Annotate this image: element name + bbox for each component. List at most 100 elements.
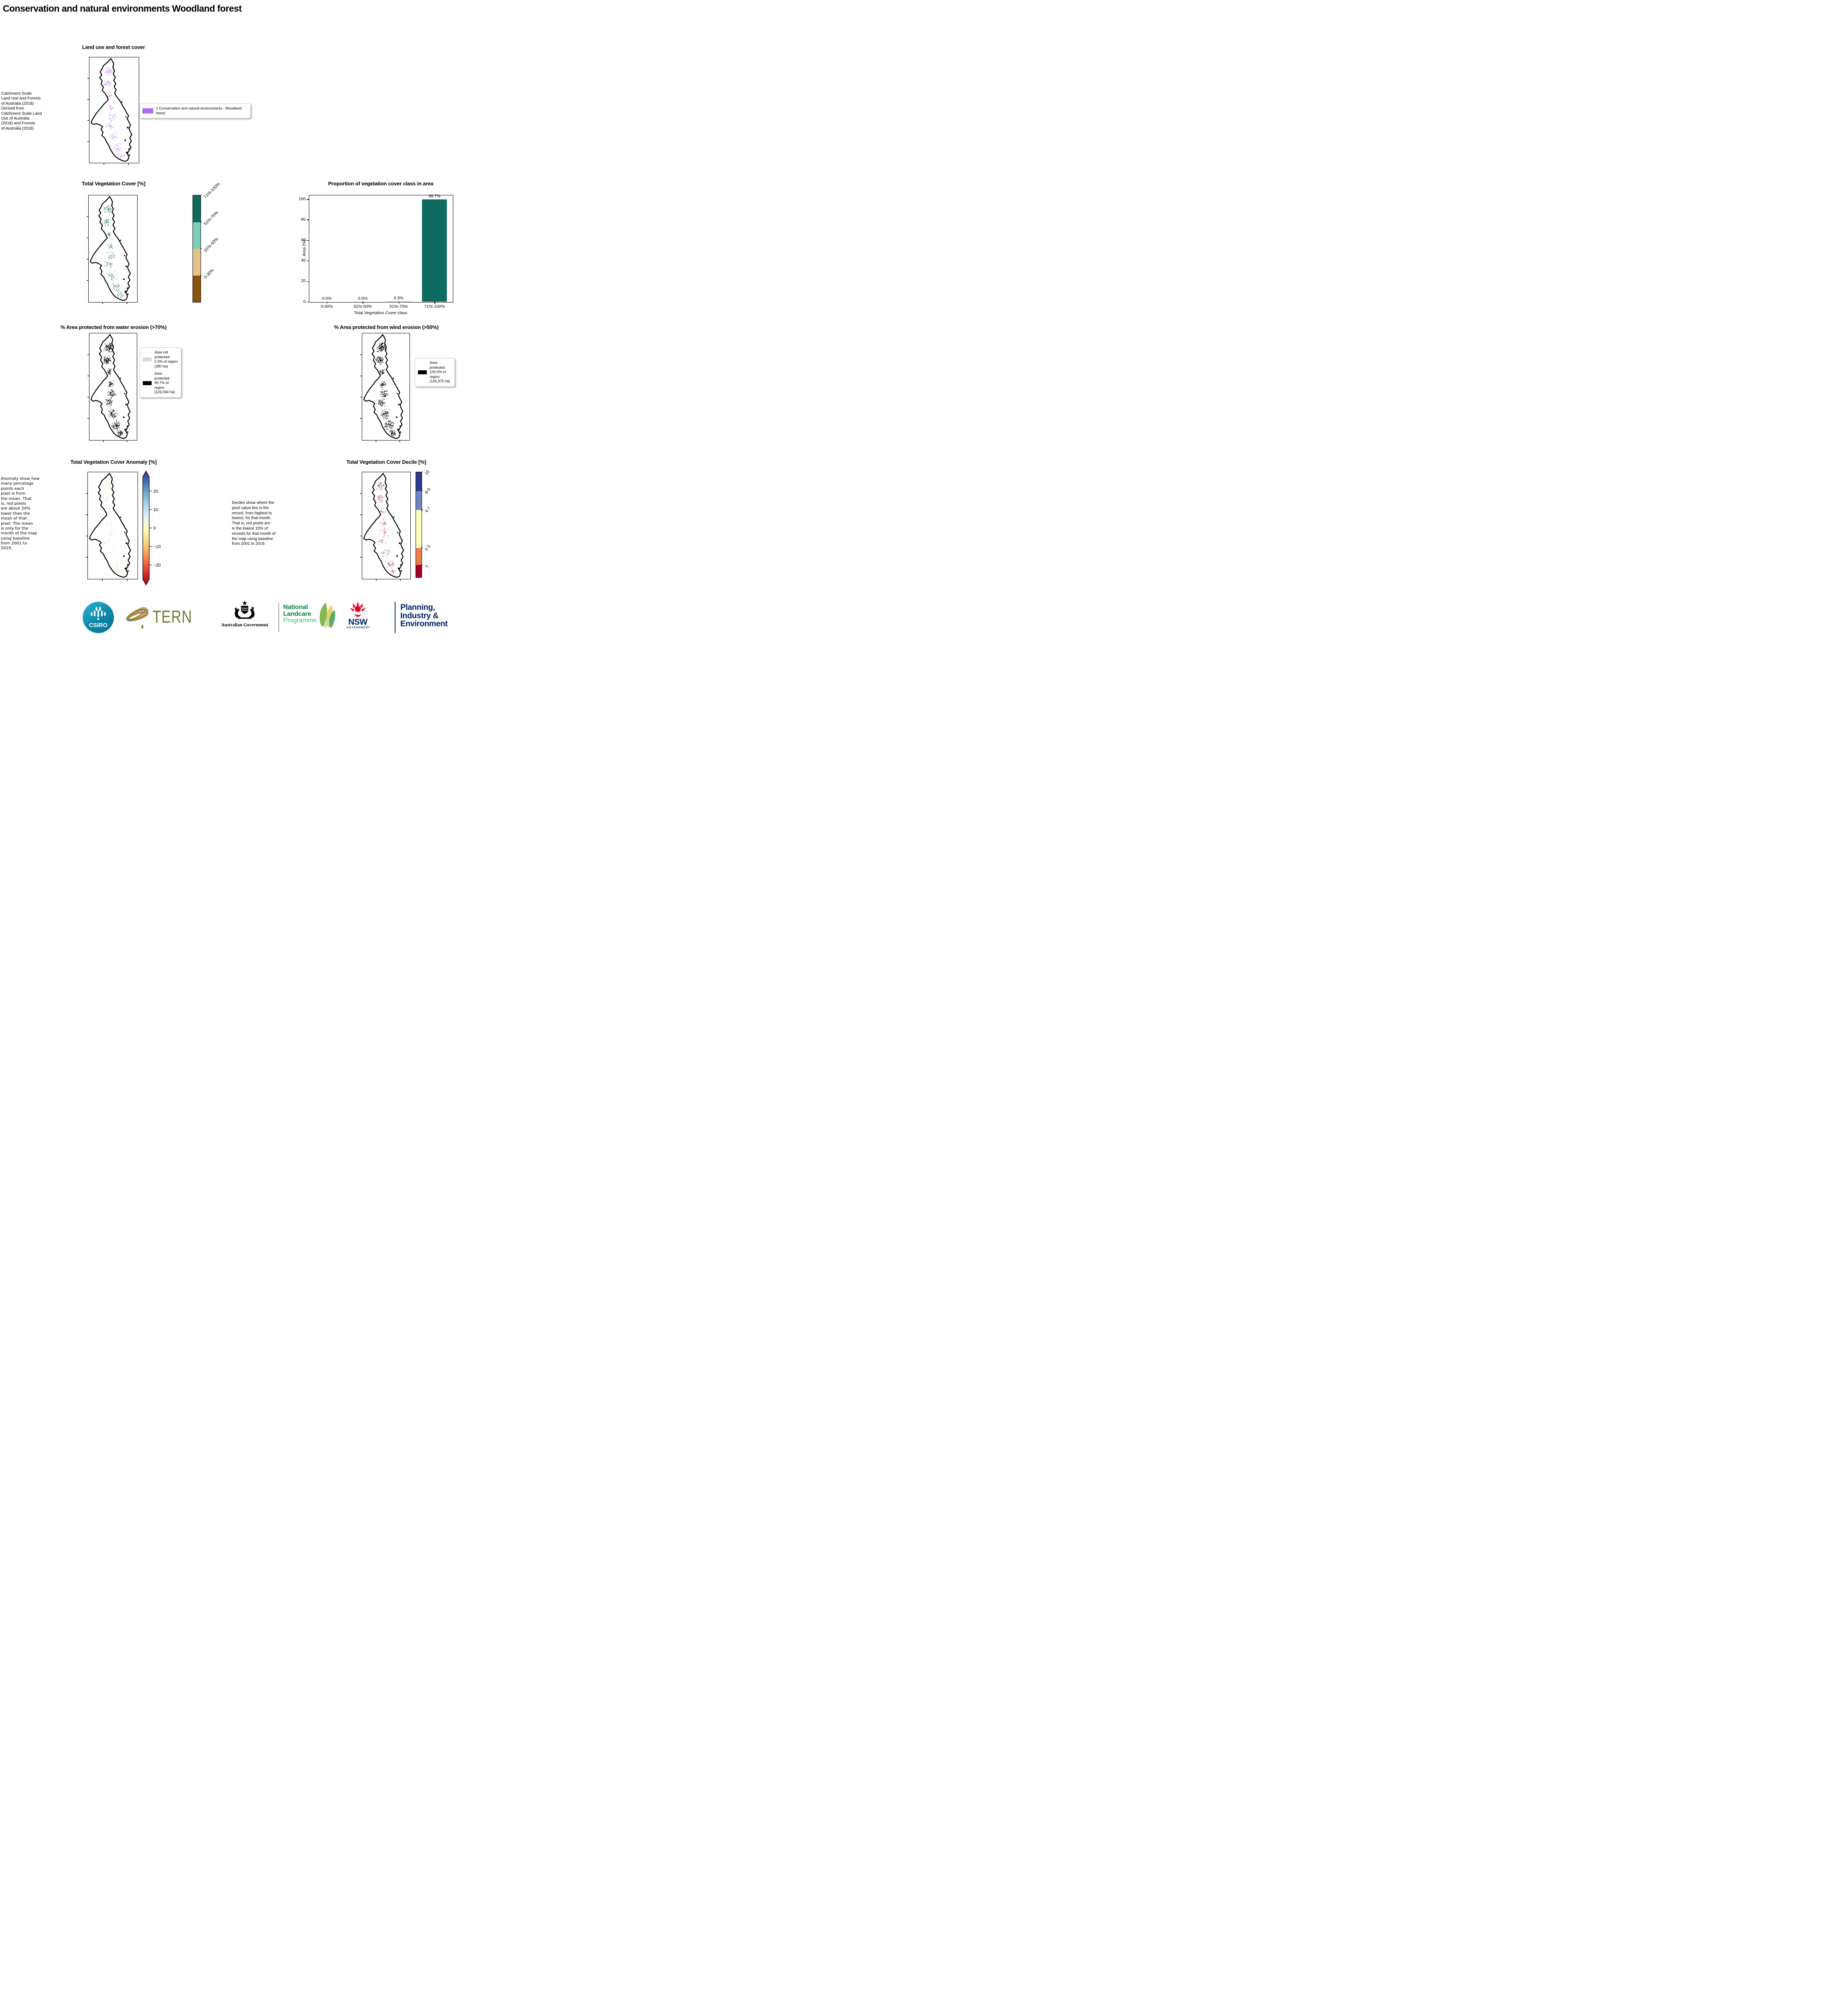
landuse-legend-entry: 1 Conservation and natural environments … xyxy=(142,106,247,116)
proportion-chart-plot xyxy=(309,195,453,303)
svg-text:−20: −20 xyxy=(153,563,161,568)
decile-colorbar-class-label: 1 xyxy=(424,563,430,569)
tvc-colorbar-class-label: 31%-50% xyxy=(203,236,219,253)
chart-xtick xyxy=(434,302,435,304)
landcare-line: Landcare xyxy=(283,610,311,617)
chart-ylabel: Area (%) xyxy=(302,240,307,256)
chart-bar xyxy=(422,199,447,302)
water-erosion-map xyxy=(87,333,137,442)
nsw-planning-divider xyxy=(395,602,396,633)
chart-ytick-label: 80 xyxy=(301,217,306,222)
decile-colorbar-class-label: 8-9 xyxy=(424,487,432,495)
wind-erosion-map xyxy=(360,333,410,442)
chart-bar-value: 99.7% xyxy=(428,193,441,199)
landcare-line: National xyxy=(283,604,308,611)
australian-government-label: Australian Government xyxy=(221,623,268,627)
wind-legend-entry: Area protected 100.0% of region (126,975… xyxy=(418,361,452,384)
anomaly-section-title: Total Vegetation Cover Anomaly [%] xyxy=(70,459,157,465)
wind-erosion-legend: Area protected 100.0% of region (126,975… xyxy=(415,358,455,387)
tvc-colorbar-segment xyxy=(193,249,201,276)
decile-map xyxy=(360,472,411,581)
chart-xtick-label: 71%-100% xyxy=(424,304,445,309)
decile-colorbar-tick xyxy=(421,564,423,565)
chart-ytick xyxy=(307,240,309,241)
chart-bar-value: 0.3% xyxy=(394,296,404,300)
svg-text:20: 20 xyxy=(153,489,158,494)
landcare-line: Programme xyxy=(283,617,317,624)
proportion-chart-title: Proportion of vegetation cover class in … xyxy=(328,181,434,187)
chart-ytick xyxy=(307,219,309,220)
tvc-colorbar-segment xyxy=(193,275,201,302)
chart-ytick xyxy=(307,281,309,282)
water-legend-swatch xyxy=(143,357,152,362)
national-landcare-logo: National Landcare Programme xyxy=(283,604,317,624)
svg-text:−10: −10 xyxy=(153,544,161,549)
landuse-source-note: Catchment Scale Land Use and Forests of … xyxy=(1,91,42,131)
decile-section-title: Total Vegetation Cover Decile [%] xyxy=(346,459,426,465)
chart-ytick-label: 40 xyxy=(301,258,306,263)
decile-colorbar xyxy=(416,472,422,578)
decile-colorbar-segment xyxy=(416,491,422,510)
planning-line: Industry & xyxy=(400,611,438,620)
decile-colorbar-class-label: 4-7 xyxy=(424,506,432,514)
tvc-section-title: Total Vegetation Cover [%] xyxy=(81,181,146,187)
planning-industry-environment-logo: Planning, Industry & Environment xyxy=(400,603,448,628)
chart-bar xyxy=(386,301,411,302)
svg-text:0: 0 xyxy=(153,526,156,531)
tvc-colorbar-class-label: 0-30% xyxy=(203,268,215,280)
chart-ytick-label: 60 xyxy=(301,238,306,243)
chart-bar-value: 0.0% xyxy=(358,296,368,301)
csiro-starburst-icon: CSIRO xyxy=(89,607,108,629)
tern-australia-icon xyxy=(126,607,149,629)
tvc-colorbar-class-label: 71%-100% xyxy=(203,181,221,200)
svg-text:10: 10 xyxy=(153,508,158,512)
water-erosion-legend: Area not protected 0.3% of region (380 h… xyxy=(140,347,181,398)
tvc-colorbar-tick xyxy=(200,275,202,276)
landuse-map xyxy=(87,57,139,165)
decile-colorbar-segment xyxy=(416,510,422,548)
decile-colorbar-class-label: 10 xyxy=(424,469,431,476)
csiro-logo: CSIRO xyxy=(83,602,114,633)
tvc-colorbar-segment xyxy=(193,222,201,249)
chart-ytick-label: 20 xyxy=(301,278,306,284)
water-legend-swatch xyxy=(143,381,152,385)
decile-colorbar-segment xyxy=(416,564,422,577)
wind-section-title: % Area protected from wind erosion (>50%… xyxy=(334,324,439,330)
decile-colorbar-segment xyxy=(416,472,422,491)
chart-xlabel: Total Vegetation Cover class xyxy=(354,311,408,315)
decile-colorbar-segment xyxy=(416,548,422,565)
logo-divider xyxy=(278,603,279,632)
tvc-colorbar-class-label: 51%-70% xyxy=(203,210,219,226)
csiro-wordmark: CSIRO xyxy=(89,622,108,629)
report-page: Conservation and natural environments Wo… xyxy=(0,0,462,641)
decile-colorbar-class-label: 2-3 xyxy=(424,544,432,552)
nsw-wordmark: NSW xyxy=(348,617,367,627)
tvc-map xyxy=(86,195,138,304)
decile-note: Deciles show where the pixel value lies … xyxy=(232,501,276,546)
landuse-legend-label: 1 Conservation and natural environments … xyxy=(156,106,241,115)
water-legend-entry: Area not protected 0.3% of region (380 h… xyxy=(143,350,178,369)
anomaly-map xyxy=(85,472,138,581)
water-legend-entry: Area protected 99.7% of region (126,594 … xyxy=(143,372,178,395)
water-section-title: % Area protected from water erosion (>70… xyxy=(60,324,167,330)
australian-coat-of-arms-icon xyxy=(235,601,255,619)
chart-ytick-label: 0 xyxy=(303,299,306,304)
chart-xtick-label: 0-30% xyxy=(321,304,333,309)
wind-legend-swatch xyxy=(418,370,427,374)
tern-logo: TERN xyxy=(125,601,202,633)
page-title: Conservation and natural environments Wo… xyxy=(3,3,242,14)
landuse-section-title: Land use and forest cover xyxy=(82,44,145,50)
nsw-waratah-icon xyxy=(350,602,366,617)
landuse-legend-swatch xyxy=(142,108,153,114)
chart-xtick-label: 51%-70% xyxy=(389,304,408,309)
chart-bar-value: 0.0% xyxy=(322,296,332,301)
chart-ytick-label: 100 xyxy=(298,196,306,201)
nsw-government-logo: NSW GOVERNMENT xyxy=(347,601,370,629)
tvc-colorbar-segment xyxy=(193,195,201,222)
tvc-colorbar-tick xyxy=(200,248,202,249)
planning-line: Planning, xyxy=(400,603,435,612)
water-legend-label: Area not protected 0.3% of region (380 h… xyxy=(154,350,178,368)
water-legend-label: Area protected 99.7% of region (126,594 … xyxy=(154,372,175,394)
tvc-colorbar xyxy=(193,195,201,303)
chart-xtick-label: 31%-50% xyxy=(353,304,372,309)
